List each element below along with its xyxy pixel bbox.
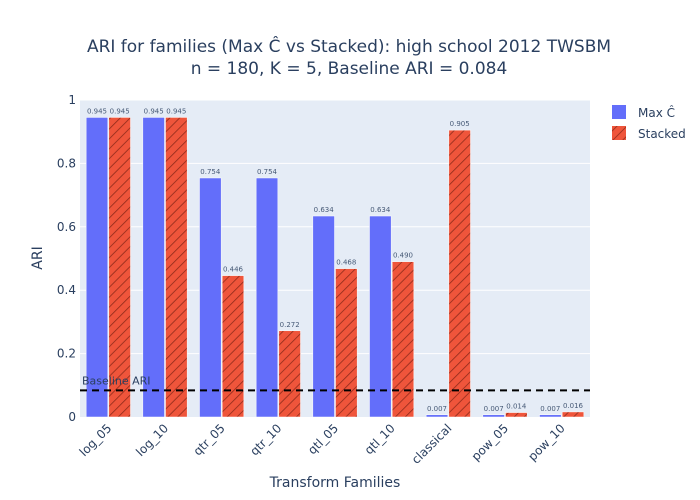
x-tick-label-qtl_10: qtl_10 [362,421,398,457]
bar-max-c-pow_10 [539,414,562,418]
bar-max-c-qtl_10 [369,215,392,418]
legend[interactable]: Max Ĉ Stacked [612,105,686,141]
bar-max-c-qtr_05 [199,177,222,418]
legend-label-max-c: Max Ĉ [638,105,675,120]
x-tick-label-qtr_05: qtr_05 [191,421,228,458]
data-label-max-c-pow_10: 0.007 [540,405,560,413]
y-tick-label-5: 1 [68,93,76,107]
data-label-max-c-log_05: 0.945 [87,107,107,115]
baseline-label: Baseline ARI [82,374,151,387]
legend-label-stacked: Stacked [638,127,686,141]
bar-stacked-log_10 [165,117,188,418]
bar-max-c-log_05 [85,117,109,418]
bar-stacked-classical [448,129,471,418]
bar-stacked-qtr_10 [278,330,301,418]
x-tick-label-qtr_10: qtr_10 [247,421,284,458]
bar-max-c-qtr_10 [255,177,279,418]
y-axis-ticks: 0 0.2 0.4 0.6 0.8 1 [57,93,76,424]
y-tick-label-2: 0.4 [57,283,76,297]
bar-max-c-qtl_05 [312,215,335,418]
y-tick-label-3: 0.6 [57,220,76,234]
bar-stacked-log_05 [108,117,131,418]
data-label-stacked-qtl_10: 0.490 [393,252,413,260]
data-label-max-c-log_10: 0.945 [144,107,164,115]
data-label-stacked-classical: 0.905 [450,120,470,128]
bar-stacked-qtr_05 [221,275,245,418]
gridlines [80,99,590,355]
x-axis-ticks: log_05 log_10 qtr_05 qtr_10 qtl_05 qtl_10 clas… [77,421,568,467]
data-label-max-c-qtl_10: 0.634 [370,206,391,214]
bar-stacked-qtl_05 [335,268,358,418]
data-label-max-c-qtr_05: 0.754 [200,168,221,176]
x-tick-label-log_10: log_10 [133,421,171,459]
x-tick-label-pow_10: pow_10 [525,421,567,463]
y-tick-label-4: 0.8 [57,156,76,170]
data-label-max-c-pow_05: 0.007 [484,405,504,413]
data-label-stacked-qtl_05: 0.468 [336,259,356,267]
legend-swatch-stacked [612,126,626,140]
bar-max-c-pow_05 [482,414,505,418]
data-label-stacked-pow_05: 0.014 [506,403,527,411]
x-tick-label-qtl_05: qtl_05 [305,421,341,457]
bar-stacked-qtl_10 [391,261,415,418]
data-label-max-c-classical: 0.007 [427,405,447,413]
bar-max-c-log_10 [142,117,165,418]
data-label-stacked-log_10: 0.945 [166,107,186,115]
bar-stacked-pow_10 [561,411,585,418]
plot-area [80,100,590,417]
data-label-stacked-log_05: 0.945 [110,107,130,115]
data-label-max-c-qtr_10: 0.754 [257,168,278,176]
y-tick-label-1: 0.2 [57,347,76,361]
baseline-group: Baseline ARI [80,374,590,392]
x-tick-label-classical: classical [409,421,455,467]
bar-stacked-pow_05 [505,412,528,418]
y-tick-label-0: 0 [68,410,76,424]
chart-title-line-1: ARI for families (Max Ĉ vs Stacked): hig… [87,35,611,57]
x-tick-label-log_05: log_05 [77,421,115,459]
data-label-stacked-qtr_10: 0.272 [280,321,300,329]
chart-title-line-2: n = 180, K = 5, Baseline ARI = 0.084 [191,59,508,79]
x-tick-label-pow_05: pow_05 [469,421,511,463]
data-labels: 0.945 0.945 0.945 0.9450.7540.4460.7540.272… [87,107,584,412]
x-axis-title: Transform Families [269,475,401,491]
legend-item-stacked[interactable]: Stacked [612,126,686,141]
data-label-stacked-qtr_05: 0.446 [223,266,244,274]
legend-item-max-c[interactable]: Max Ĉ [612,105,675,120]
bar-max-c-classical [425,414,449,418]
y-axis-title: ARI [30,246,46,269]
data-label-stacked-pow_10: 0.016 [563,402,584,410]
bars [85,117,585,418]
data-label-max-c-qtl_05: 0.634 [314,206,335,214]
legend-swatch-max-c [612,105,626,119]
